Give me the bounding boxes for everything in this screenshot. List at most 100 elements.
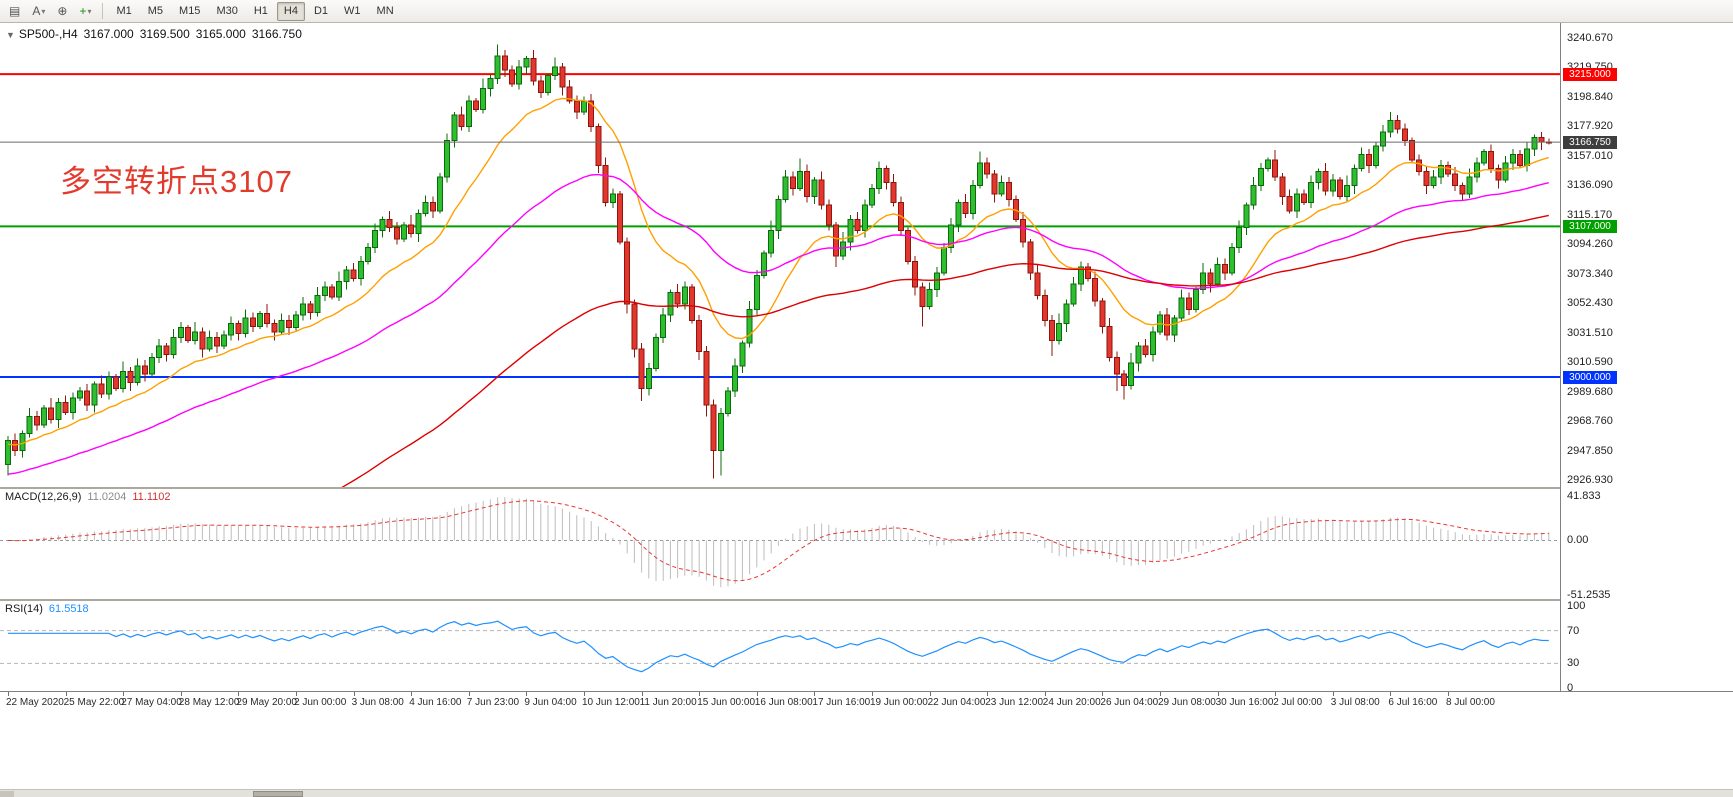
time-axis-tick — [1217, 692, 1219, 696]
macd-axis-label: 41.833 — [1567, 490, 1601, 502]
time-axis-tick — [1102, 692, 1104, 696]
price-axis-label: 2968.760 — [1567, 415, 1613, 428]
time-axis-label: 7 Jun 23:00 — [466, 697, 520, 708]
macd-value-signal: 11.1102 — [132, 491, 171, 503]
time-axis-label: 9 Jun 04:00 — [524, 697, 577, 708]
rsi-label: RSI(14) — [5, 603, 43, 615]
chart-header: ▼ SP500-,H4 3167.000 3169.500 3165.000 3166.7… — [6, 27, 308, 41]
rsi-header: RSI(14) 61.5518 — [5, 603, 89, 615]
time-axis-label: 4 Jun 16:00 — [409, 697, 462, 708]
indicators-icon: + — [79, 3, 87, 18]
time-axis-tick — [929, 692, 931, 696]
crosshair-icon: ⊕ — [57, 3, 68, 18]
time-axis-tick — [468, 692, 470, 696]
timeframe-button-mn[interactable]: MN — [376, 4, 394, 17]
rsi-line — [8, 620, 1549, 673]
timeframe-button-h1[interactable]: H1 — [253, 4, 268, 17]
macd-axis-label: 0.00 — [1567, 534, 1589, 547]
timeframe-button-m5[interactable]: M5 — [147, 4, 164, 17]
time-axis-tick — [65, 692, 67, 696]
tool-button-crosshair[interactable]: ⊕ — [52, 2, 72, 21]
time-axis-label: 25 May 22:00 — [63, 697, 125, 708]
rsi-axis-label: 30 — [1567, 657, 1580, 670]
collapse-arrow-icon[interactable]: ▼ — [6, 30, 15, 40]
time-axis-tick — [1044, 692, 1046, 696]
time-axis-tick — [872, 692, 873, 696]
timeframe-button-d1[interactable]: D1 — [313, 4, 329, 17]
time-axis-label: 29 Jun 08:00 — [1158, 697, 1216, 708]
horizontal-scrollbar[interactable] — [0, 789, 1733, 797]
macd-panel-splitter[interactable] — [0, 487, 1733, 489]
chevron-down-icon: ▾ — [87, 6, 92, 16]
price-axis-label: 3157.010 — [1567, 149, 1613, 162]
price-axis-label: 3240.670 — [1567, 32, 1613, 44]
current-price-badge: 3166.750 — [1563, 135, 1617, 149]
time-axis-tick — [1332, 692, 1334, 696]
time-axis-tick — [1275, 692, 1277, 696]
time-axis-label: 29 May 20:00 — [236, 697, 297, 708]
time-scale[interactable]: 22 May 2020 25 May 22:00 27 May 04:00 28 Ma… — [0, 691, 1733, 716]
ma-slow-line — [338, 214, 1549, 489]
time-axis-label: 3 Jun 08:00 — [351, 697, 404, 708]
ohlc-open: 3167.000 — [83, 27, 134, 41]
time-axis-tick — [641, 692, 643, 696]
ma-mid-line — [7, 173, 1549, 475]
time-axis-label: 3 Jul 08:00 — [1330, 697, 1380, 708]
price-axis-label: 3010.590 — [1567, 356, 1613, 369]
symbol-period-label: SP500-,H4 — [18, 27, 78, 41]
time-axis-tick — [756, 692, 758, 696]
time-axis-label: 8 Jul 00:00 — [1446, 697, 1495, 708]
scrollbar-thumb[interactable] — [253, 791, 303, 797]
timeframe-button-w1[interactable]: W1 — [344, 4, 361, 17]
price-axis-label: 3177.920 — [1567, 120, 1613, 133]
rsi-panel-splitter[interactable] — [0, 599, 1733, 601]
chart-annotation-text[interactable]: 多空转折点3107 — [60, 164, 293, 199]
price-axis-label: 2989.680 — [1567, 385, 1613, 398]
timeframe-button-m1[interactable]: M1 — [116, 4, 132, 17]
candlesticks-layer — [5, 44, 1552, 479]
time-axis-tick — [238, 692, 240, 696]
time-axis-tick — [1160, 692, 1161, 696]
price-axis-label: 3052.430 — [1567, 297, 1613, 310]
price-line-badge: 3107.000 — [1563, 219, 1617, 233]
time-axis-tick — [526, 692, 528, 696]
tool-button-cursor[interactable]: A ▾ — [27, 2, 50, 21]
ma-fast-line — [7, 97, 1549, 446]
rsi-axis-label: 0 — [1567, 682, 1574, 694]
chevron-down-icon: ▾ — [41, 6, 46, 16]
time-axis-label: 2 Jun 00:00 — [294, 697, 347, 708]
timeframe-button-m30[interactable]: M30 — [216, 4, 238, 17]
time-axis-label: 16 Jun 08:00 — [754, 697, 813, 708]
price-axis-label: 3094.260 — [1567, 238, 1613, 251]
time-axis-label: 22 Jun 04:00 — [927, 697, 986, 708]
toolbar: ▤ A ▾ ⊕ + ▾ M1 M5 M15 M30 H1 H4 D1 W1 MN — [0, 0, 1733, 23]
time-axis-label: 11 Jun 20:00 — [639, 697, 697, 708]
macd-signal-line — [7, 500, 1549, 582]
time-axis-tick — [411, 692, 413, 696]
time-axis-tick — [1448, 692, 1449, 696]
time-axis-tick — [123, 692, 125, 696]
time-axis-tick — [814, 692, 816, 696]
timeframe-button-h4[interactable]: H4 — [276, 1, 305, 21]
timeframe-button-m15[interactable]: M15 — [179, 4, 201, 17]
price-axis-label: 3198.840 — [1567, 90, 1613, 103]
price-scale[interactable]: 3240.6703219.7503198.8403177.9203157.010… — [1560, 23, 1733, 694]
tool-button-indicators[interactable]: + ▾ — [74, 2, 96, 21]
time-axis-label: 17 Jun 16:00 — [812, 697, 871, 708]
price-axis-label: 3073.340 — [1567, 267, 1613, 280]
time-axis-tick — [353, 692, 355, 696]
rsi-panel-canvas[interactable] — [0, 601, 1560, 691]
main-chart-canvas[interactable] — [0, 23, 1560, 489]
macd-header: MACD(12,26,9) 11.0204 11.1102 — [5, 491, 171, 503]
macd-panel-canvas[interactable] — [0, 489, 1560, 601]
time-axis-label: 19 Jun 00:00 — [870, 697, 928, 708]
time-axis-label: 23 Jun 12:00 — [985, 697, 1044, 708]
ohlc-high: 3169.500 — [139, 27, 190, 41]
tool-button-charts-grid[interactable]: ▤ — [4, 2, 25, 21]
time-axis-label: 26 Jun 04:00 — [1100, 697, 1159, 708]
time-axis-label: 10 Jun 12:00 — [582, 697, 640, 708]
time-axis-tick — [296, 692, 297, 696]
time-axis-tick — [584, 692, 585, 696]
time-axis-tick — [8, 692, 9, 696]
